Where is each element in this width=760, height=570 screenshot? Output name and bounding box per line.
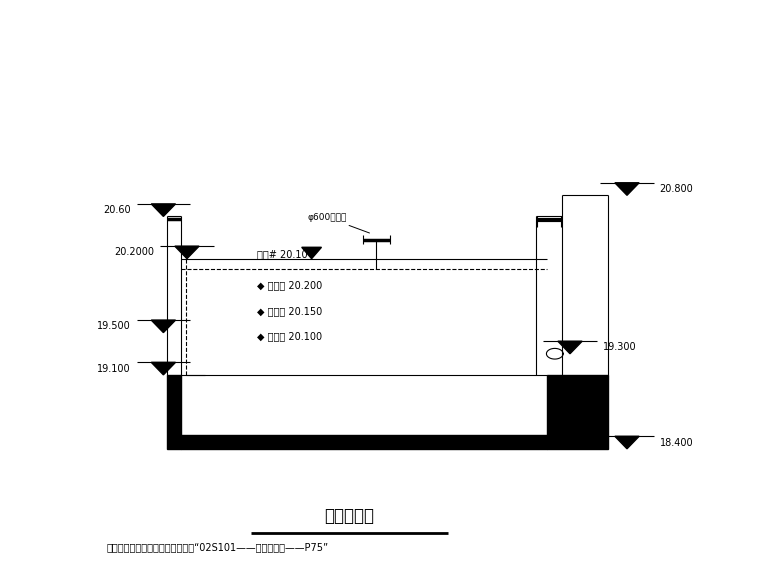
- Text: 19.500: 19.500: [97, 321, 131, 331]
- Polygon shape: [558, 341, 582, 354]
- Polygon shape: [175, 246, 199, 259]
- Polygon shape: [151, 204, 176, 217]
- Text: ◆ 溢流槽 20.200: ◆ 溢流槽 20.200: [257, 280, 322, 290]
- Text: 水笱剖面图: 水笱剖面图: [325, 507, 375, 525]
- Text: φ600管孔盖: φ600管孔盖: [307, 213, 369, 233]
- Polygon shape: [302, 247, 321, 259]
- Bar: [167, 375, 181, 449]
- Text: ◆ 笱底槽 20.100: ◆ 笱底槽 20.100: [257, 331, 322, 341]
- Polygon shape: [615, 183, 639, 196]
- Polygon shape: [151, 320, 176, 333]
- Text: 19.300: 19.300: [603, 343, 636, 352]
- Text: 19.100: 19.100: [97, 364, 131, 373]
- Text: 精标# 20.10: 精标# 20.10: [257, 249, 308, 259]
- Text: ◆ 管道槽 20.150: ◆ 管道槽 20.150: [257, 306, 322, 316]
- Text: 20.60: 20.60: [103, 205, 131, 215]
- Polygon shape: [615, 436, 639, 449]
- Text: 20.800: 20.800: [660, 184, 693, 194]
- Bar: [181, 434, 547, 449]
- Bar: [547, 375, 608, 449]
- Text: 注：通气管做法详见国家标准图集“02S101——矩形给水笱——P75”: 注：通气管做法详见国家标准图集“02S101——矩形给水笱——P75”: [106, 542, 328, 552]
- Text: 18.400: 18.400: [660, 438, 693, 447]
- Polygon shape: [151, 363, 176, 375]
- Text: 20.2000: 20.2000: [114, 247, 154, 258]
